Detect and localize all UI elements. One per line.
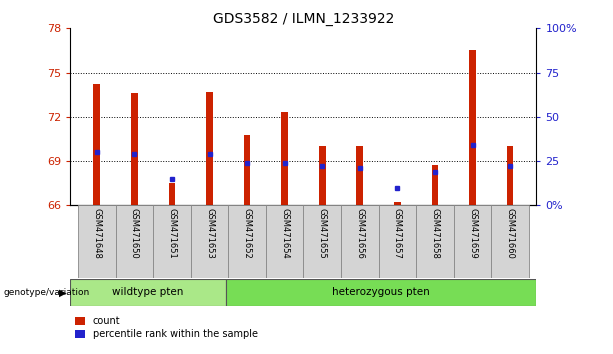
Bar [303, 205, 341, 278]
Bar [394, 202, 401, 205]
Bar [319, 146, 326, 205]
Bar [131, 93, 138, 205]
Legend: count, percentile rank within the sample: count, percentile rank within the sample [75, 316, 258, 339]
Bar [228, 205, 266, 278]
Bar [491, 205, 529, 278]
Bar [93, 84, 100, 205]
Text: GSM471660: GSM471660 [506, 208, 514, 259]
Bar [70, 279, 226, 306]
Bar [169, 183, 175, 205]
Bar [191, 205, 228, 278]
Text: GSM471648: GSM471648 [93, 208, 101, 259]
Text: GSM471652: GSM471652 [243, 208, 251, 259]
Bar [206, 92, 213, 205]
Text: wildtype pten: wildtype pten [112, 287, 184, 297]
Title: GDS3582 / ILMN_1233922: GDS3582 / ILMN_1233922 [213, 12, 394, 26]
Text: GSM471651: GSM471651 [167, 208, 177, 259]
Text: GSM471657: GSM471657 [393, 208, 402, 259]
Bar [416, 205, 454, 278]
Bar [281, 113, 288, 205]
Bar [507, 146, 514, 205]
Text: GSM471650: GSM471650 [130, 208, 139, 259]
Bar [356, 146, 363, 205]
Text: genotype/variation: genotype/variation [3, 288, 89, 297]
Bar [454, 205, 491, 278]
Text: ▶: ▶ [59, 287, 67, 297]
Text: GSM471656: GSM471656 [356, 208, 364, 259]
Bar [469, 51, 476, 205]
Bar [432, 166, 438, 205]
Text: GSM471658: GSM471658 [430, 208, 440, 259]
Bar [78, 205, 116, 278]
Text: GSM471659: GSM471659 [468, 208, 477, 259]
Bar [153, 205, 191, 278]
Bar [379, 205, 416, 278]
Text: GSM471653: GSM471653 [205, 208, 214, 259]
Text: GSM471655: GSM471655 [318, 208, 327, 259]
Bar [244, 135, 251, 205]
Bar [266, 205, 303, 278]
Text: GSM471654: GSM471654 [280, 208, 289, 259]
Bar [226, 279, 536, 306]
Bar [341, 205, 379, 278]
Bar [116, 205, 153, 278]
Text: heterozygous pten: heterozygous pten [332, 287, 430, 297]
